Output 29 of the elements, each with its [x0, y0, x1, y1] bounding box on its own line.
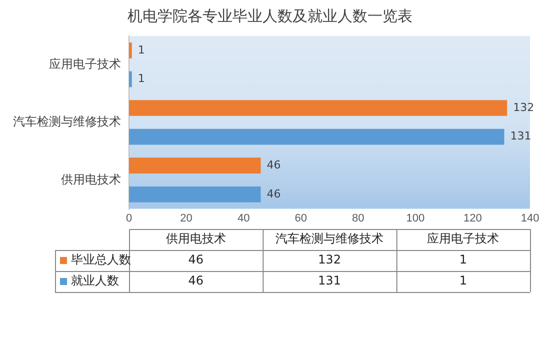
category-label: 供用电技术 — [166, 232, 226, 246]
x-tick-label: 40 — [237, 212, 250, 224]
legend-label: 就业人数 — [71, 274, 119, 288]
x-tick-label: 140 — [520, 212, 540, 224]
y-tick-label: 汽车检测与维修技术 — [13, 114, 121, 129]
text: 1 — [459, 252, 467, 267]
category-label: 应用电子技术 — [427, 232, 500, 246]
y-tick-label: 应用电子技术 — [49, 57, 121, 72]
chart-title: 机电学院各专业毕业人数及就业人数一览表 — [128, 8, 412, 26]
y-tick-label: 供用电技术 — [61, 172, 121, 186]
x-tick-label: 20 — [180, 212, 192, 224]
text: 46 — [188, 274, 204, 288]
text: 132 — [318, 252, 341, 267]
data-label: 46 — [266, 187, 281, 200]
text: 46 — [188, 252, 204, 267]
legend-label: 毕业总人数 — [71, 252, 131, 267]
text: 1 — [459, 274, 467, 288]
data-label: 46 — [266, 158, 281, 172]
x-tick-label: 80 — [352, 212, 364, 224]
data-label: 131 — [510, 130, 532, 143]
x-tick-label: 120 — [464, 212, 482, 224]
data-label: 132 — [513, 100, 534, 114]
text: 131 — [318, 274, 341, 288]
data-label: 1 — [138, 72, 145, 86]
x-tick-label: 60 — [294, 212, 307, 224]
category-label: 汽车检测与维修技术 — [276, 232, 384, 246]
data-label: 1 — [138, 43, 145, 56]
x-tick-label: 0 — [126, 212, 132, 224]
x-tick-label: 100 — [406, 212, 425, 224]
